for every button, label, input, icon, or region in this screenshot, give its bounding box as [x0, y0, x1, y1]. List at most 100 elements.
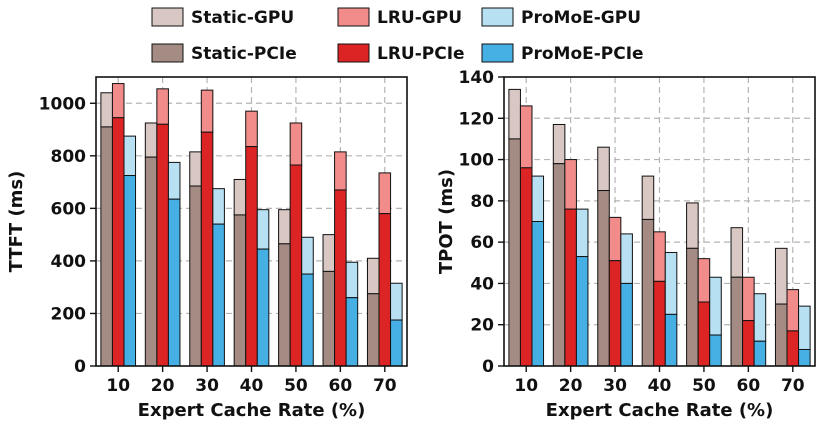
bar-promoe-pcie-10	[531, 221, 545, 367]
legend-swatch-lru-pcie	[337, 43, 370, 63]
bar-lru-gpu-10	[111, 83, 125, 119]
bar-static-gpu-50	[686, 202, 699, 249]
x-tick-label: 70	[781, 376, 805, 396]
y-axis-title: TPOT (ms)	[436, 169, 457, 274]
bar-static-gpu-60	[730, 227, 744, 278]
y-tick-label: 0	[74, 357, 86, 377]
x-tick-label: 50	[692, 376, 716, 396]
y-tick-label: 20	[470, 316, 494, 336]
bar-promoe-pcie-70	[798, 348, 811, 367]
bar-lru-gpu-20	[156, 88, 169, 125]
bar-promoe-gpu-20	[167, 161, 181, 200]
bar-promoe-gpu-70	[798, 305, 811, 350]
bar-lru-pcie-30	[200, 131, 214, 367]
bar-promoe-gpu-30	[620, 233, 633, 284]
bar-lru-gpu-50	[697, 258, 711, 303]
y-tick-label: 120	[459, 109, 495, 129]
bar-static-pcie-20	[144, 156, 158, 367]
bar-static-pcie-40	[641, 218, 655, 367]
bar-lru-pcie-50	[289, 164, 303, 367]
y-tick-label: 140	[459, 68, 495, 88]
bar-promoe-pcie-50	[709, 334, 722, 367]
legend-label-static-pcie: Static-PCIe	[191, 44, 297, 64]
bar-lru-pcie-60	[334, 189, 347, 367]
bar-lru-pcie-60	[742, 320, 755, 367]
legend-label-promoe-gpu: ProMoE-GPU	[521, 8, 641, 28]
bar-static-gpu-70	[366, 257, 380, 295]
bar-lru-pcie-10	[111, 117, 125, 367]
y-tick-label: 600	[51, 199, 87, 219]
legend-swatch-lru-gpu	[337, 7, 370, 27]
bar-promoe-pcie-20	[575, 256, 589, 367]
bar-static-pcie-60	[730, 276, 744, 367]
bar-promoe-gpu-70	[390, 282, 403, 321]
plot-frame	[95, 76, 408, 367]
bar-static-pcie-30	[189, 185, 202, 367]
bar-lru-pcie-40	[245, 146, 258, 367]
bar-static-gpu-40	[233, 178, 247, 216]
bar-static-pcie-50	[278, 243, 291, 367]
x-tick-label: 10	[106, 376, 130, 396]
x-tick-label: 10	[514, 376, 538, 396]
bar-lru-pcie-30	[608, 260, 622, 367]
bar-promoe-gpu-10	[531, 175, 545, 222]
bar-lru-pcie-70	[378, 213, 392, 367]
y-tick-label: 200	[51, 304, 87, 324]
bar-lru-gpu-70	[786, 289, 800, 332]
y-axis-title: TTFT (ms)	[6, 171, 27, 273]
bar-promoe-gpu-20	[575, 208, 589, 258]
legend-swatch-static-gpu	[151, 7, 184, 27]
bar-static-pcie-60	[322, 270, 336, 367]
y-tick-label: 100	[459, 151, 495, 171]
legend: Static-GPU LRU-GPU ProMoE-GPU Static-PCIe LR…	[151, 7, 644, 64]
y-tick-label: 400	[51, 252, 87, 272]
x-tick-label: 40	[240, 376, 264, 396]
bar-promoe-gpu-40	[664, 251, 678, 315]
legend-swatch-promoe-pcie	[481, 43, 514, 63]
y-tick-label: 80	[470, 192, 494, 212]
bar-promoe-pcie-50	[301, 273, 314, 367]
bar-lru-pcie-50	[697, 301, 711, 367]
ttft-chart: 0 200 400 600 800 1000 10 20 30 40 50 60 70 Expert Ca…	[6, 76, 408, 421]
bar-static-gpu-30	[189, 151, 202, 187]
legend-label-promoe-pcie: ProMoE-PCIe	[521, 44, 644, 64]
bar-promoe-gpu-50	[709, 276, 722, 336]
bar-lru-gpu-20	[564, 159, 577, 210]
y-tick-label: 1000	[39, 94, 86, 114]
bar-static-gpu-30	[597, 146, 610, 192]
bar-promoe-pcie-40	[256, 248, 270, 367]
bar-static-gpu-20	[144, 122, 158, 158]
bar-static-gpu-50	[278, 209, 291, 245]
legend-label-lru-gpu: LRU-GPU	[377, 8, 462, 28]
bar-static-pcie-70	[774, 303, 788, 367]
y-tick-label: 60	[470, 233, 494, 253]
bar-promoe-pcie-30	[212, 223, 225, 367]
x-tick-label: 50	[284, 376, 308, 396]
bar-lru-gpu-60	[742, 276, 755, 322]
bar-promoe-gpu-60	[345, 261, 359, 299]
bar-static-gpu-10	[100, 92, 113, 128]
bar-static-pcie-50	[686, 247, 699, 367]
bar-lru-pcie-40	[653, 280, 666, 367]
bar-static-pcie-70	[366, 293, 380, 367]
bar-static-pcie-20	[552, 163, 566, 367]
bar-static-pcie-10	[508, 138, 521, 367]
bar-static-gpu-70	[774, 247, 788, 305]
bar-promoe-gpu-40	[256, 209, 270, 250]
x-tick-label: 30	[195, 376, 219, 396]
bar-static-pcie-10	[100, 126, 113, 367]
x-tick-label: 60	[737, 376, 761, 396]
bar-static-pcie-40	[233, 214, 247, 367]
x-tick-label: 20	[151, 376, 175, 396]
legend-swatch-static-pcie	[151, 43, 184, 63]
bar-promoe-pcie-70	[390, 319, 403, 367]
bar-static-gpu-40	[641, 175, 655, 220]
x-tick-label: 20	[559, 376, 583, 396]
bar-promoe-gpu-50	[301, 236, 314, 275]
bar-lru-gpu-50	[289, 122, 303, 166]
x-tick-label: 60	[329, 376, 353, 396]
bar-promoe-gpu-60	[753, 293, 767, 342]
x-axis-title: Expert Cache Rate (%)	[138, 400, 366, 421]
legend-label-static-gpu: Static-GPU	[191, 8, 294, 28]
